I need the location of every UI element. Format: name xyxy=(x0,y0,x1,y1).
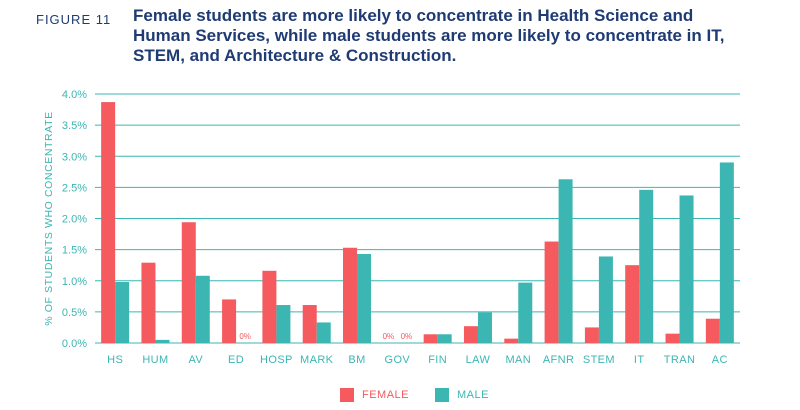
bar-female-it xyxy=(625,265,640,343)
bar-male-hosp xyxy=(276,305,291,343)
bar-male-man xyxy=(518,282,533,343)
y-tick-label: 3.5% xyxy=(62,120,87,132)
y-axis-title: % OF STUDENTS WHO CONCENTRATE xyxy=(43,111,55,325)
x-tick-label: GOV xyxy=(385,354,411,366)
x-tick-label: IT xyxy=(634,354,645,366)
bar-female-mark xyxy=(302,305,317,343)
x-tick-label: FIN xyxy=(428,354,447,366)
x-tick-label: MAN xyxy=(505,354,531,366)
legend-label-female: FEMALE xyxy=(362,389,410,401)
x-tick-label: HS xyxy=(107,354,123,366)
bar-male-av xyxy=(195,275,210,343)
chart-legend: FEMALE MALE xyxy=(340,388,515,402)
x-tick-label: STEM xyxy=(583,354,615,366)
y-tick-label: 2.0% xyxy=(62,214,87,226)
bar-male-hum xyxy=(155,339,170,343)
x-tick-label: MARK xyxy=(300,354,334,366)
x-tick-label: ED xyxy=(228,354,244,366)
x-tick-label: BM xyxy=(348,354,365,366)
legend-item-male: MALE xyxy=(435,388,489,402)
bar-female-tran xyxy=(665,333,680,343)
y-tick-label: 1.5% xyxy=(62,245,87,257)
data-label-zero: 0% xyxy=(239,332,251,341)
y-tick-label: 1.0% xyxy=(62,276,87,288)
x-tick-label: AC xyxy=(712,354,728,366)
x-tick-label: AFNR xyxy=(543,354,575,366)
bar-male-bm xyxy=(357,253,372,343)
bar-male-stem xyxy=(598,256,613,343)
bar-female-hosp xyxy=(262,270,277,343)
bar-female-ed xyxy=(222,299,237,343)
bar-female-bm xyxy=(343,247,358,343)
bar-male-mark xyxy=(316,322,331,343)
x-tick-label: TRAN xyxy=(664,354,696,366)
bar-male-it xyxy=(639,189,654,343)
bar-female-man xyxy=(504,338,519,343)
bar-female-afnr xyxy=(544,241,559,343)
y-tick-label: 3.0% xyxy=(62,151,87,163)
x-tick-label: LAW xyxy=(466,354,491,366)
bar-female-ac xyxy=(705,318,720,343)
bar-male-tran xyxy=(679,195,694,343)
bar-female-av xyxy=(181,222,196,343)
bar-female-hum xyxy=(141,262,156,343)
bar-male-ac xyxy=(719,162,734,343)
legend-swatch-male xyxy=(435,388,450,402)
x-tick-label: AV xyxy=(188,354,203,366)
bar-male-afnr xyxy=(558,179,573,343)
bar-male-law xyxy=(477,312,492,343)
figure-label: FIGURE 11 xyxy=(36,12,112,27)
bar-male-fin xyxy=(437,334,452,343)
legend-item-female: FEMALE xyxy=(340,388,409,402)
x-tick-label: HUM xyxy=(142,354,168,366)
bar-male-hs xyxy=(115,281,130,343)
bar-female-hs xyxy=(101,102,116,343)
data-label-zero: 0% xyxy=(383,332,395,341)
figure-title: Female students are more likely to conce… xyxy=(133,6,725,65)
bar-female-stem xyxy=(584,327,599,343)
bar-female-law xyxy=(463,326,478,343)
y-tick-label: 0.0% xyxy=(62,338,87,350)
legend-label-male: MALE xyxy=(457,389,489,401)
y-tick-label: 0.5% xyxy=(62,307,87,319)
legend-swatch-female xyxy=(340,388,354,402)
y-tick-label: 4.0% xyxy=(62,89,87,101)
data-label-zero: 0% xyxy=(401,332,413,341)
bar-female-fin xyxy=(423,334,438,343)
x-tick-label: HOSP xyxy=(260,354,293,366)
y-tick-label: 2.5% xyxy=(62,182,87,194)
